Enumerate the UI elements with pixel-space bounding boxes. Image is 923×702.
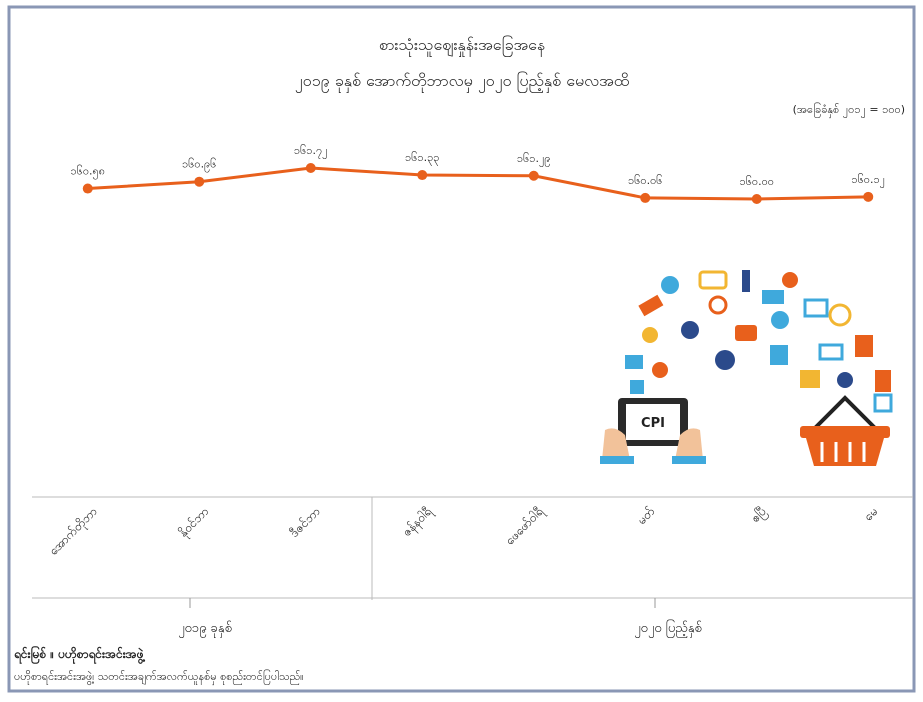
point: [82, 183, 93, 194]
tablet-screen: [626, 404, 680, 440]
illustration: CPI: [600, 270, 893, 466]
chart-subtitle: ၂၀၁၉ ခုနှစ် အောက်တိုဘာလမှ ၂၀၂၀ ပြည့်နှစ်…: [295, 71, 630, 93]
group-label: ၂၀၁၉ ခုနှစ်: [178, 620, 232, 638]
data-label: ၁၆၁.၃၃: [405, 151, 439, 166]
basket-rim: [800, 426, 890, 438]
point: [417, 170, 428, 181]
point: [751, 194, 762, 204]
data-label: ၁၆၀.၁၂: [851, 173, 885, 188]
data-label: ၁၆၀.၉၆: [182, 158, 216, 173]
point: [194, 176, 205, 187]
data-label: ၁၆၀.၀၆: [628, 174, 662, 187]
point: [528, 170, 539, 181]
point: [640, 192, 651, 203]
group-label: ၂၀၂၀ ပြည့်နှစ်: [634, 619, 702, 638]
note: (အခြေခံနှစ် ၂၀၁၂ = ၁၀၀): [793, 102, 905, 118]
point: [305, 163, 316, 173]
icons: [625, 270, 893, 413]
source-note: ပဟိုစာရင်းအင်းအဖွဲ့၊ သတင်းအချက်အလက်ယူနစ်…: [14, 669, 304, 685]
source: ရင်းမြစ် ။ ပဟိုစာရင်းအင်းအဖွဲ့: [13, 644, 146, 665]
data-label: ၁၆၀.၅၈: [70, 165, 105, 180]
chart-title: စားသုံးသူဈေးနှုန်းအခြေအနေ: [379, 35, 545, 57]
data-label: ၁၆၀.၀၀: [740, 175, 774, 188]
basket: [806, 438, 884, 466]
data-label: ၁၆၁.၇၂: [294, 144, 328, 159]
frame: [7, 5, 916, 693]
basket-handle: [813, 395, 877, 430]
data-label: ၁၆၁.၂၉: [517, 152, 551, 167]
illustration-label: CPI: [641, 416, 665, 431]
line: [87, 166, 869, 201]
point: [863, 191, 874, 202]
